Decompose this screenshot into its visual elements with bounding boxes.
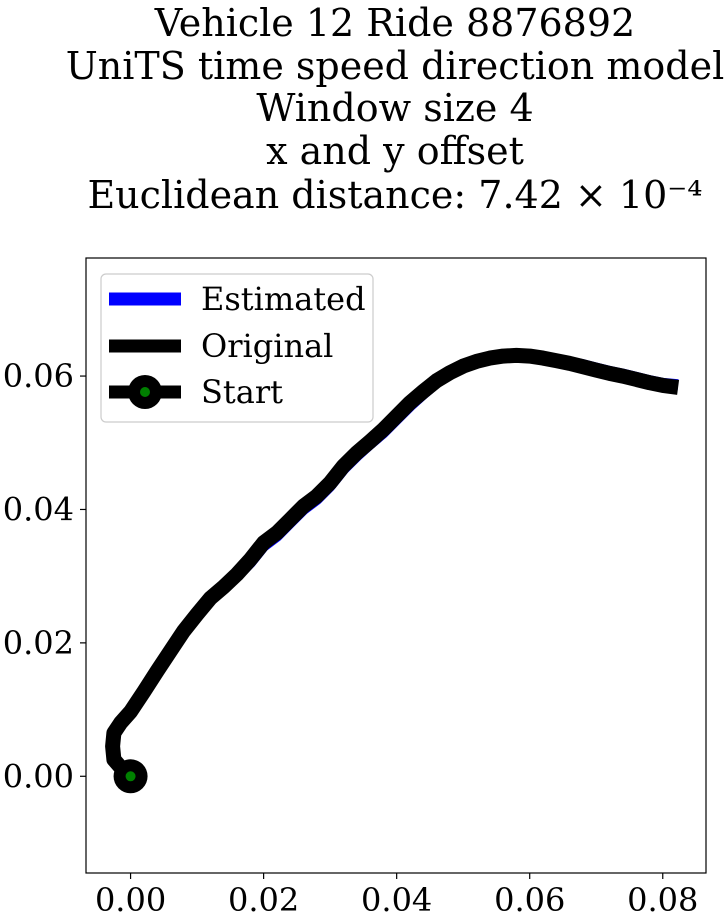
start-marker-layer — [113, 759, 148, 794]
title-line-2: UniTS time speed direction model — [66, 44, 725, 88]
y-tick-label: 0.00 — [3, 757, 74, 795]
x-axis-ticks: 0.00 0.02 0.04 0.06 0.08 — [95, 873, 698, 919]
y-tick-label: 0.06 — [3, 357, 74, 395]
series-layer — [105, 347, 680, 783]
x-tick-label: 0.02 — [228, 881, 299, 919]
title-line-4: x and y offset — [266, 129, 524, 173]
x-tick-label: 0.08 — [627, 881, 698, 919]
y-tick-label: 0.04 — [3, 490, 74, 528]
legend-original-label: Original — [201, 327, 333, 365]
legend: Estimated Original Start — [100, 273, 374, 423]
title-line-5: Euclidean distance: 7.42 × 10⁻⁴ — [87, 173, 702, 217]
legend-estimated-label: Estimated — [201, 280, 366, 318]
x-tick-label: 0.00 — [95, 881, 166, 919]
plot-frame — [85, 257, 707, 874]
series-line-original — [105, 347, 680, 783]
x-tick-label: 0.06 — [494, 881, 565, 919]
y-tick-label: 0.02 — [3, 624, 74, 662]
y-axis-ticks: 0.00 0.02 0.04 0.06 — [3, 357, 86, 795]
legend-box — [100, 273, 374, 423]
x-tick-label: 0.04 — [361, 881, 432, 919]
legend-start-marker-inner — [140, 387, 150, 397]
chart-title: Vehicle 12 Ride 8876892 UniTS time speed… — [66, 1, 725, 217]
start-marker-inner — [125, 771, 136, 782]
title-line-3: Window size 4 — [256, 86, 533, 130]
title-line-1: Vehicle 12 Ride 8876892 — [154, 1, 635, 45]
legend-start-label: Start — [201, 373, 283, 411]
